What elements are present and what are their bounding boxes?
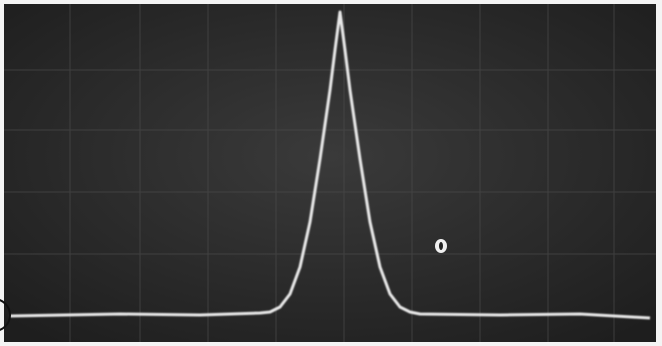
trace xyxy=(9,10,651,320)
light-spot-center xyxy=(439,242,443,250)
screen xyxy=(4,4,656,342)
bezel-knob xyxy=(0,299,11,331)
graticule xyxy=(4,4,656,342)
